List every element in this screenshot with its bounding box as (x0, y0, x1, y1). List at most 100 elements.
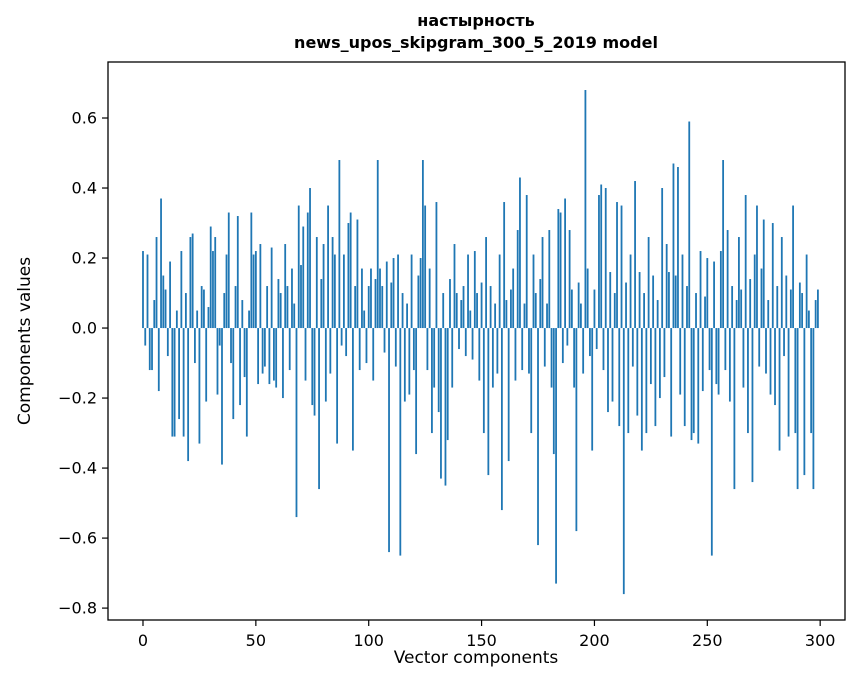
bar (561, 328, 564, 364)
bar (453, 244, 456, 329)
tick-label: −0.2 (58, 389, 97, 408)
bar (324, 328, 327, 402)
bar (708, 328, 711, 371)
bar (672, 163, 675, 329)
bar (180, 251, 183, 329)
bar (311, 328, 314, 406)
bar (315, 237, 318, 329)
bar (370, 268, 372, 329)
bar (207, 307, 210, 329)
bar (677, 167, 679, 329)
bar (643, 293, 645, 329)
bar (503, 202, 506, 329)
bar (374, 279, 377, 329)
bar (494, 303, 497, 329)
bar (776, 286, 779, 329)
tick-label: 0.0 (72, 319, 97, 338)
bar (580, 303, 582, 329)
bar (379, 268, 381, 329)
bar (304, 328, 307, 381)
bar (412, 328, 415, 371)
bar (568, 230, 571, 329)
bar (182, 328, 185, 437)
bar (212, 251, 214, 329)
axes-group: 0 50 100 150 200 250 300 −0.8 −0.6 −0.4 −0.2 0.0 0.2… (58, 109, 835, 650)
bar (221, 328, 223, 465)
bar (295, 328, 298, 518)
tick-label: 150 (466, 631, 497, 650)
bar (665, 244, 668, 329)
bar (306, 212, 309, 329)
bar (227, 212, 230, 329)
bar (482, 328, 485, 434)
bar (537, 328, 539, 546)
bar (631, 328, 634, 367)
bar (279, 293, 282, 329)
bar (458, 328, 460, 350)
bar (354, 286, 357, 329)
bar (496, 328, 499, 374)
bar (681, 254, 684, 329)
bar (356, 219, 359, 329)
bar (243, 328, 246, 378)
bar (701, 328, 704, 392)
bar (184, 293, 187, 329)
bar (189, 237, 192, 329)
bar (564, 198, 566, 329)
bar (151, 328, 153, 371)
bar (683, 328, 686, 427)
bar (254, 251, 257, 329)
bar (785, 275, 788, 329)
bar (491, 328, 494, 388)
bar (257, 328, 260, 385)
bar (322, 244, 325, 329)
bar (807, 310, 810, 329)
bar (751, 328, 754, 483)
bar (546, 303, 548, 329)
bar (421, 160, 424, 329)
bar (340, 328, 343, 346)
bar (166, 328, 169, 357)
bar (277, 279, 280, 329)
tick-label: 100 (353, 631, 384, 650)
chart-subtitle: news_upos_skipgram_300_5_2019 model (294, 33, 658, 52)
bar (760, 268, 763, 329)
bar (392, 258, 395, 329)
bar (419, 258, 422, 329)
bar (401, 293, 404, 329)
bar (525, 195, 528, 329)
bar (273, 328, 275, 381)
bar (455, 293, 458, 329)
bar (329, 328, 332, 374)
bar (566, 328, 569, 346)
bar (728, 328, 731, 402)
bar (358, 328, 361, 371)
bar (385, 261, 388, 329)
bar (618, 328, 621, 427)
bar (191, 233, 194, 329)
bar (361, 268, 363, 329)
bar (523, 303, 526, 329)
bar (765, 328, 767, 374)
bar (717, 328, 720, 395)
bar (467, 254, 469, 329)
bar (284, 244, 287, 329)
bar (200, 286, 203, 329)
bar (733, 328, 736, 490)
bar (519, 177, 521, 329)
bar (397, 254, 399, 329)
bar (178, 328, 180, 420)
bar (659, 328, 661, 399)
bar (670, 328, 673, 437)
tick-label: −0.6 (58, 529, 97, 548)
bar (805, 254, 808, 329)
bar (313, 328, 316, 416)
bar (609, 272, 612, 329)
bar (742, 328, 745, 388)
bar (814, 300, 817, 329)
bar (674, 275, 677, 329)
bar (428, 268, 431, 329)
bar (464, 328, 467, 357)
bar (173, 328, 176, 437)
bar (146, 254, 149, 329)
